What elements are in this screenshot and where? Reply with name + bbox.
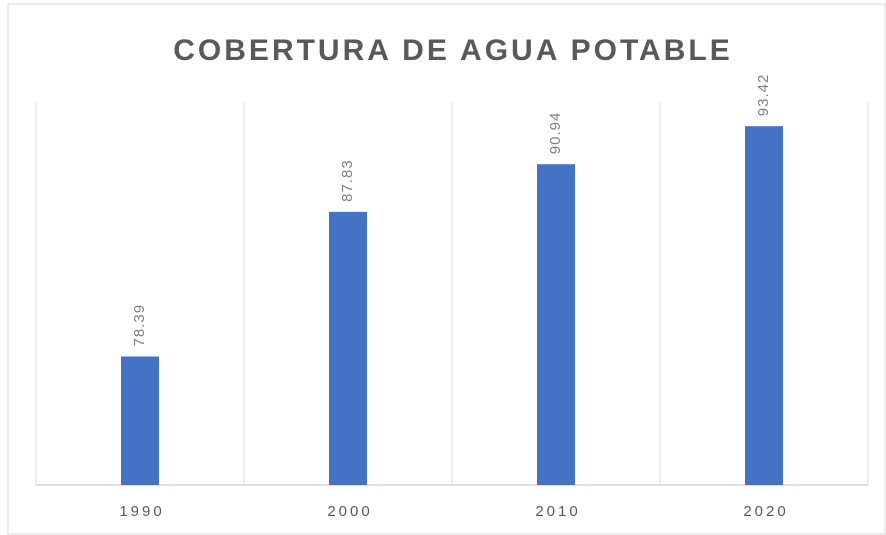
bar [745,126,783,485]
bar [537,164,575,485]
data-label: 90.94 [547,112,564,155]
x-tick-label: 2020 [743,503,788,520]
data-label: 87.83 [339,159,356,202]
bar [121,356,159,485]
x-tick-label: 2010 [535,503,580,520]
data-label: 93.42 [755,74,772,117]
x-tick-label: 2000 [327,503,372,520]
x-tick-label: 1990 [119,503,164,520]
chart-title: COBERTURA DE AGUA POTABLE [173,34,732,67]
data-label: 78.39 [131,304,148,347]
bar [329,211,367,485]
